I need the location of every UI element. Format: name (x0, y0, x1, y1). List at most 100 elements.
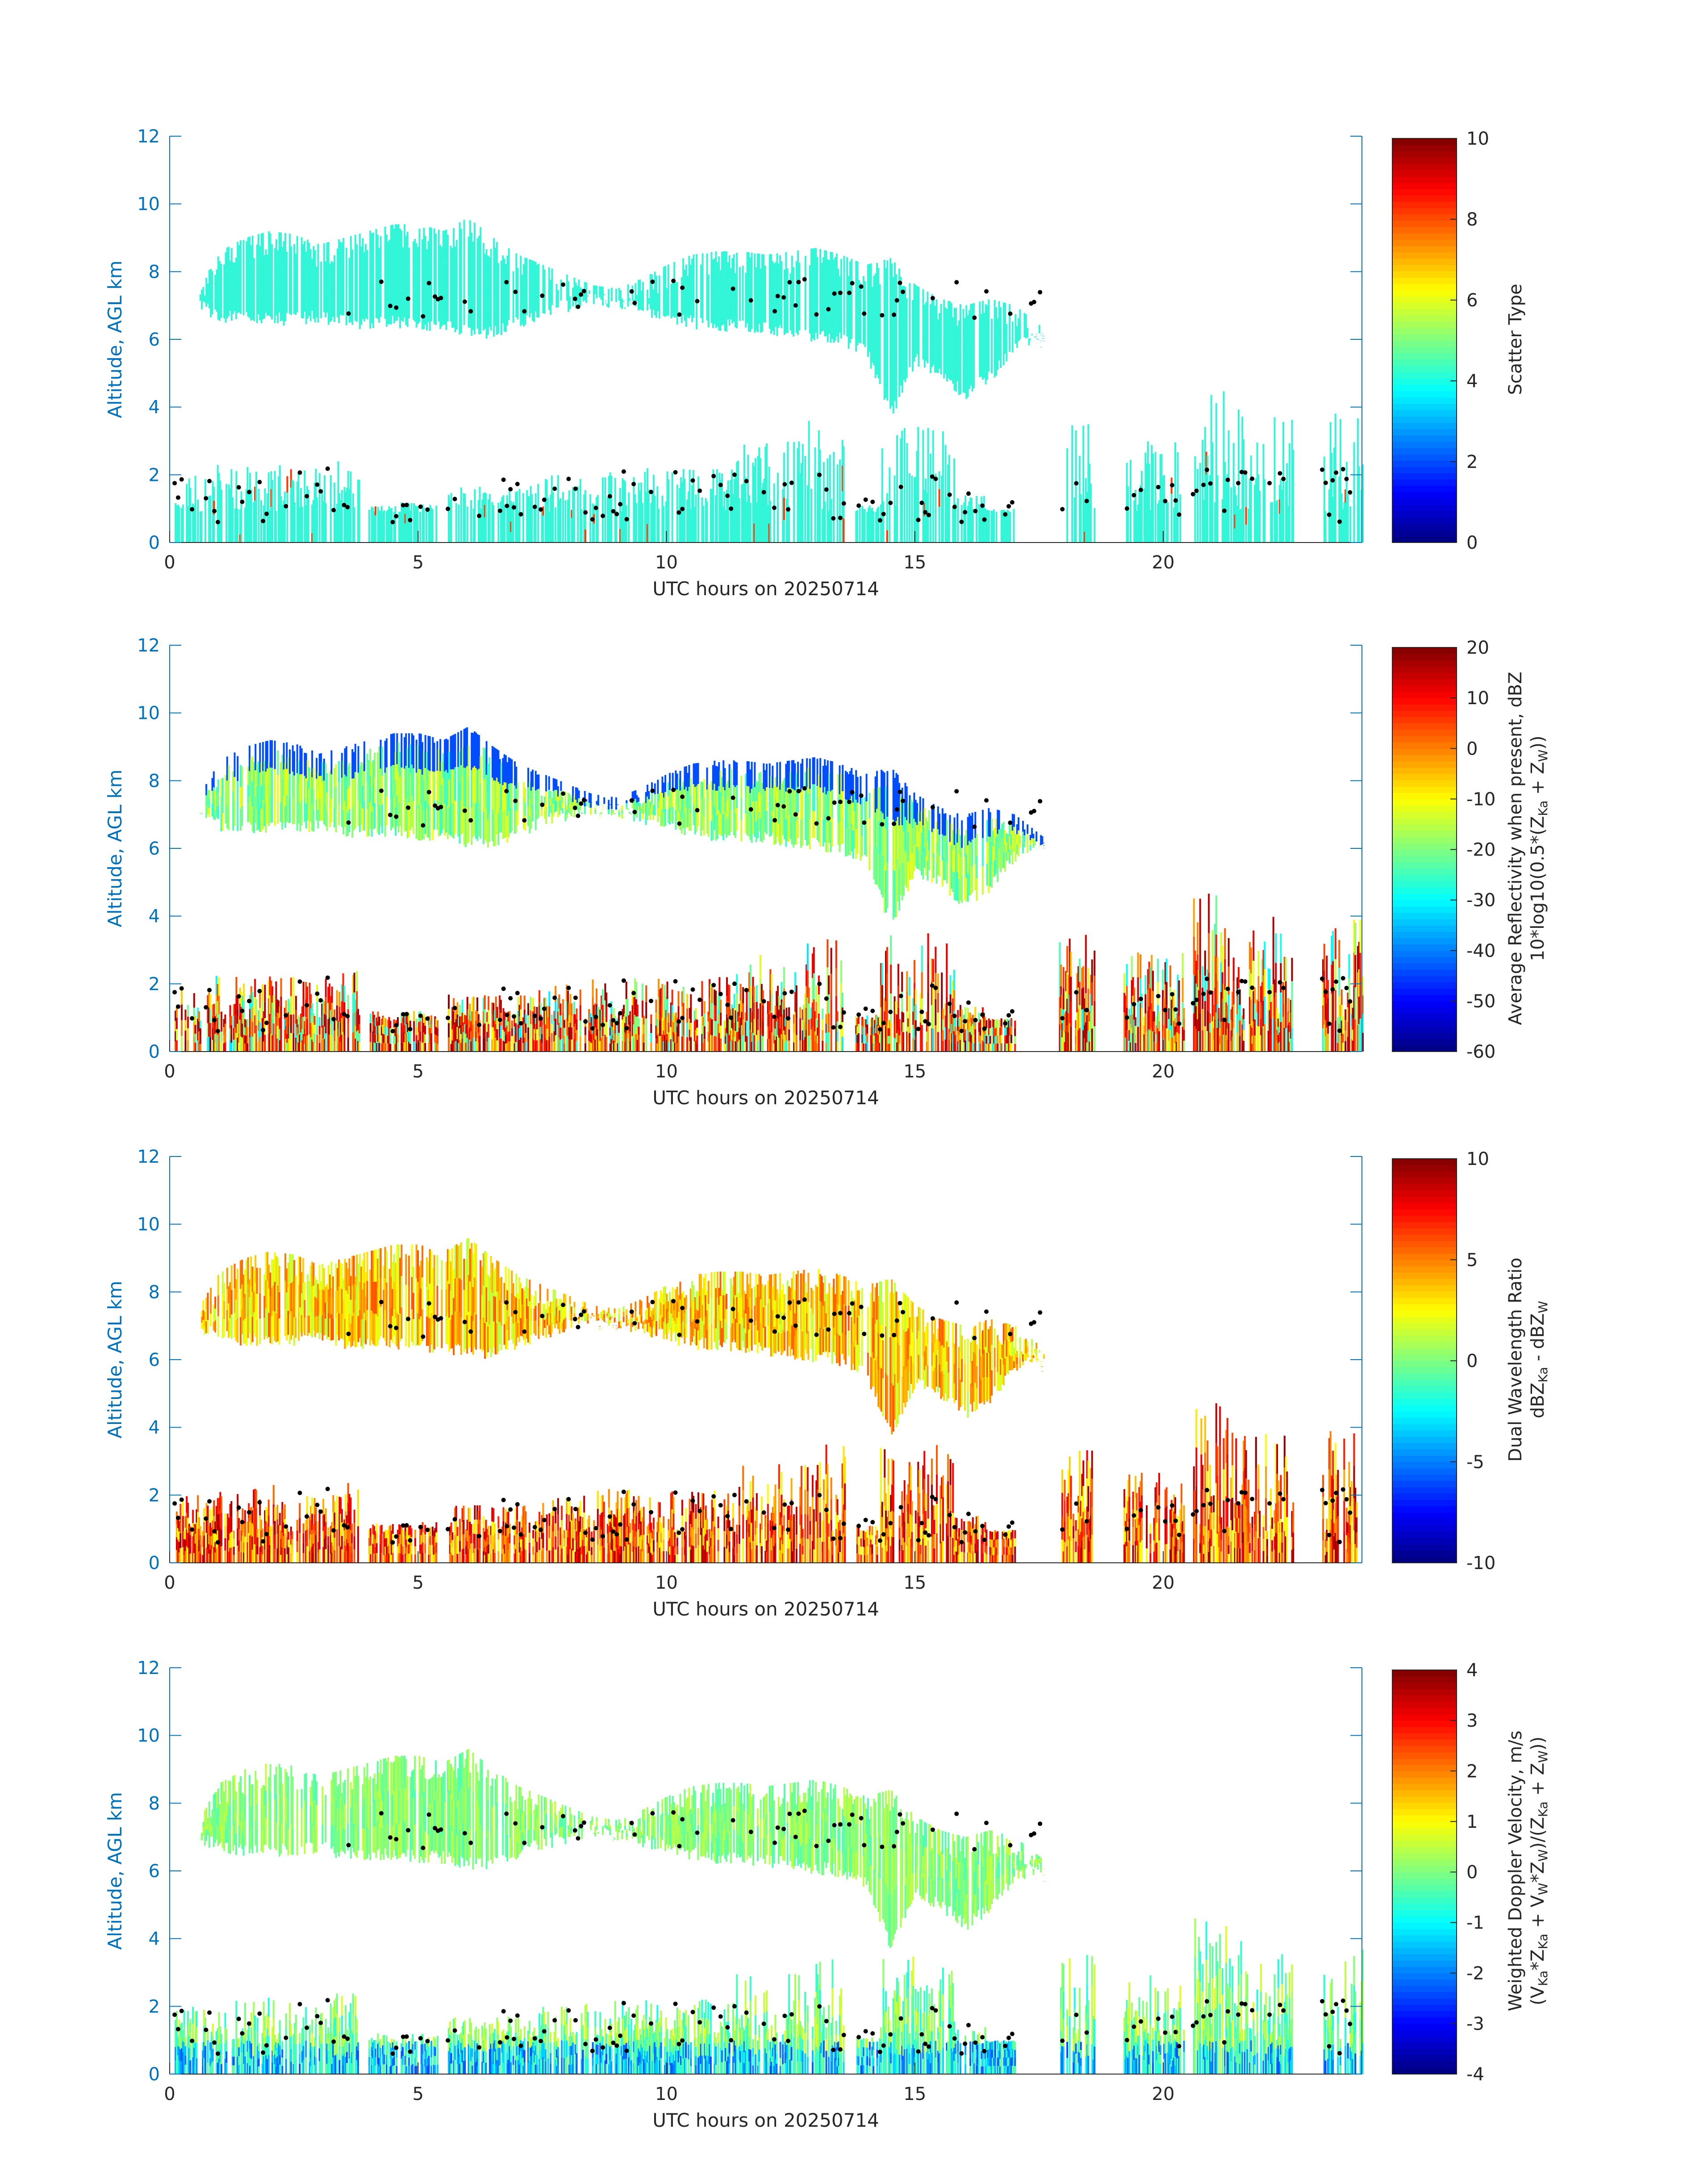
field-stripe (423, 525, 425, 534)
field-stripe (697, 526, 699, 543)
field-stripe (541, 796, 543, 802)
field-stripe (451, 530, 452, 543)
y-axis-label: Altitude, AGL km (104, 260, 126, 418)
field-stripe (298, 490, 300, 508)
colorbar-step (1392, 221, 1457, 227)
field-stripe (859, 524, 861, 534)
marker-dot (677, 510, 681, 515)
field-stripe (456, 270, 458, 300)
marker-dot (1320, 468, 1324, 472)
field-stripe (1230, 529, 1232, 543)
field-stripe (1148, 484, 1150, 503)
field-stripe (751, 304, 753, 329)
field-stripe (906, 298, 908, 325)
field-stripe (580, 807, 581, 809)
field-stripe (1174, 468, 1176, 493)
field-stripe (1289, 493, 1290, 518)
field-stripe (271, 795, 273, 823)
field-stripe (751, 253, 753, 278)
marker-dot (608, 494, 612, 499)
field-stripe (1013, 534, 1015, 543)
field-stripe (961, 533, 963, 543)
marker-dot (326, 467, 330, 471)
marker-dot (697, 488, 702, 493)
field-stripe (793, 442, 795, 467)
field-stripe (301, 516, 303, 525)
field-stripe (504, 524, 505, 533)
field-stripe (197, 510, 199, 521)
field-stripe (1167, 512, 1169, 522)
field-stripe (814, 757, 815, 784)
field-stripe (856, 526, 858, 534)
field-stripe (286, 272, 288, 293)
marker-dot (901, 290, 905, 294)
field-stripe (552, 530, 554, 543)
field-stripe (381, 805, 383, 834)
field-stripe (293, 776, 295, 800)
field-stripe (948, 499, 950, 521)
field-stripe (317, 296, 319, 323)
marker-dot (711, 474, 716, 478)
marker-dot (391, 520, 395, 524)
field-stripe (922, 458, 924, 486)
field-stripe (1019, 319, 1021, 329)
field-stripe (731, 470, 733, 488)
field-stripe (654, 805, 656, 816)
marker-dot (781, 295, 786, 300)
field-stripe (335, 764, 337, 787)
marker-dot (677, 312, 681, 317)
field-stripe (511, 807, 513, 831)
field-stripe (703, 798, 705, 817)
field-stripe (545, 808, 547, 824)
field-stripe (1177, 520, 1179, 543)
field-stripe (602, 807, 604, 808)
marker-dot (240, 500, 244, 504)
field-stripe (1130, 480, 1132, 501)
field-stripe (614, 478, 616, 494)
field-stripe (519, 529, 521, 543)
field-stripe (1223, 429, 1225, 467)
marker-dot (594, 506, 598, 510)
field-stripe (626, 800, 627, 803)
field-stripe (1155, 475, 1157, 497)
field-stripe (942, 459, 944, 487)
field-stripe (693, 255, 695, 276)
field-stripe (258, 529, 260, 543)
field-stripe (672, 473, 673, 490)
colorbar-step (1392, 328, 1457, 334)
field-stripe (560, 294, 562, 301)
field-stripe (228, 787, 230, 809)
field-stripe (886, 518, 888, 530)
field-stripe (743, 445, 745, 469)
field-stripe (1259, 517, 1261, 530)
field-stripe (804, 499, 806, 521)
field-stripe (271, 527, 273, 543)
marker-dot (838, 516, 843, 520)
marker-dot (650, 280, 655, 284)
field-stripe (531, 518, 533, 530)
field-stripe (844, 256, 845, 282)
field-stripe (957, 521, 959, 532)
field-stripe (542, 506, 544, 515)
field-stripe (386, 797, 388, 826)
field-stripe (1179, 518, 1181, 530)
marker-dot (898, 280, 902, 285)
field-stripe (1264, 495, 1265, 511)
field-stripe (730, 790, 732, 811)
field-stripe (1141, 525, 1143, 543)
field-stripe (810, 502, 812, 516)
colorbar-step (1392, 296, 1457, 303)
field-stripe (856, 534, 858, 543)
field-stripe (411, 533, 413, 543)
field-stripe (739, 303, 741, 321)
field-stripe (955, 513, 956, 523)
field-stripe (350, 489, 351, 507)
marker-dot (789, 480, 794, 485)
field-stripe (911, 476, 913, 492)
field-stripe (639, 815, 641, 821)
field-stripe (1250, 499, 1252, 521)
field-stripe (965, 368, 967, 399)
field-stripe (695, 495, 697, 507)
field-stripe (945, 445, 947, 469)
